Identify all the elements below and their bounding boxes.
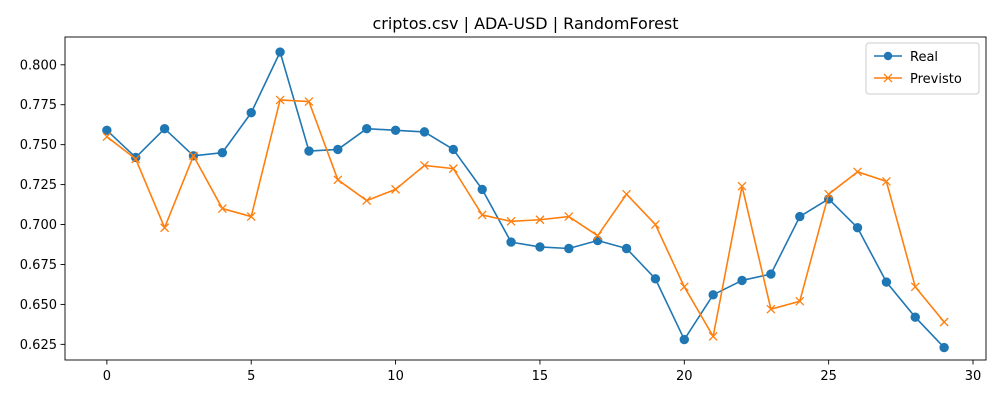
data-point	[131, 152, 141, 163]
data-point	[679, 334, 689, 345]
data-point	[852, 223, 863, 233]
y-tick-label: 0.775	[20, 98, 57, 113]
data-point	[448, 164, 458, 174]
data-point	[853, 167, 862, 177]
legend-entry-real: Real	[874, 50, 938, 65]
data-point	[419, 127, 430, 137]
data-point	[275, 47, 285, 57]
data-point	[592, 235, 603, 246]
data-point	[795, 296, 805, 306]
data-point	[564, 243, 574, 254]
x-axis: 0 5 10 15 20 25 30	[103, 360, 982, 384]
data-point	[390, 125, 401, 135]
plot-frame	[64, 36, 987, 361]
legend: Real Previsto	[865, 42, 980, 95]
x-tick-label: 0	[103, 369, 111, 384]
data-point	[621, 243, 632, 254]
plot-area	[64, 36, 987, 361]
x-tick-label: 10	[387, 369, 404, 384]
chart-title: criptos.csv | ADA-USD | RandomForest	[372, 14, 678, 33]
legend-marker	[883, 73, 893, 83]
data-point	[650, 274, 661, 284]
data-point	[881, 277, 892, 287]
x-tick-label: 20	[676, 369, 693, 384]
data-point	[795, 211, 805, 222]
data-point	[506, 237, 516, 247]
data-point	[391, 184, 401, 194]
data-point	[535, 242, 545, 252]
data-point	[304, 97, 314, 106]
data-point	[477, 184, 487, 195]
data-point	[708, 331, 718, 341]
data-point	[535, 215, 545, 225]
y-tick-label: 0.700	[20, 218, 57, 233]
data-point	[881, 176, 891, 186]
data-point	[246, 212, 256, 222]
data-point	[650, 220, 660, 229]
legend-label: Real	[910, 50, 938, 65]
data-point	[910, 312, 920, 322]
data-point	[477, 210, 487, 220]
series-previsto	[102, 95, 949, 341]
y-tick-label: 0.800	[20, 58, 57, 73]
data-point	[333, 144, 343, 155]
y-tick-label: 0.625	[20, 338, 57, 353]
data-point	[189, 151, 198, 161]
data-point	[159, 123, 170, 134]
series-line	[106, 51, 945, 349]
data-point	[824, 189, 834, 199]
data-point	[737, 181, 747, 191]
data-point	[246, 108, 256, 118]
series-line	[106, 99, 945, 338]
data-point	[939, 317, 949, 327]
y-tick-label: 0.725	[20, 178, 57, 193]
data-point	[160, 223, 170, 233]
y-tick-label: 0.650	[20, 298, 57, 313]
y-tick-label: 0.675	[20, 258, 57, 273]
data-point	[766, 269, 776, 279]
data-point	[217, 204, 227, 214]
data-point	[564, 212, 574, 222]
y-tick-label: 0.750	[20, 138, 57, 153]
legend-label: Previsto	[910, 72, 962, 87]
data-point	[419, 160, 429, 170]
data-point	[217, 147, 228, 158]
x-tick-label: 25	[820, 369, 837, 384]
data-point	[679, 282, 689, 292]
legend-marker	[883, 51, 893, 61]
data-point	[910, 282, 920, 292]
data-point	[593, 231, 603, 241]
x-tick-label: 15	[532, 369, 549, 384]
data-point	[275, 95, 285, 105]
data-point	[131, 154, 141, 164]
data-point	[766, 304, 776, 314]
data-point	[362, 123, 372, 134]
data-point	[102, 132, 112, 142]
y-axis: 0.625 0.650 0.675 0.700 0.725 0.750 0.775 0.800	[20, 58, 65, 353]
data-point	[622, 189, 632, 199]
data-point	[708, 290, 718, 300]
data-point	[448, 144, 459, 155]
data-point	[102, 125, 112, 135]
data-point	[737, 275, 747, 286]
x-tick-label: 5	[247, 369, 255, 384]
legend-entry-previsto: Previsto	[874, 72, 962, 87]
x-tick-label: 30	[965, 369, 982, 384]
data-point	[939, 342, 949, 353]
data-point	[506, 216, 516, 226]
series-real	[102, 47, 949, 353]
data-point	[333, 175, 343, 185]
data-point	[304, 146, 314, 156]
data-point	[362, 196, 372, 206]
